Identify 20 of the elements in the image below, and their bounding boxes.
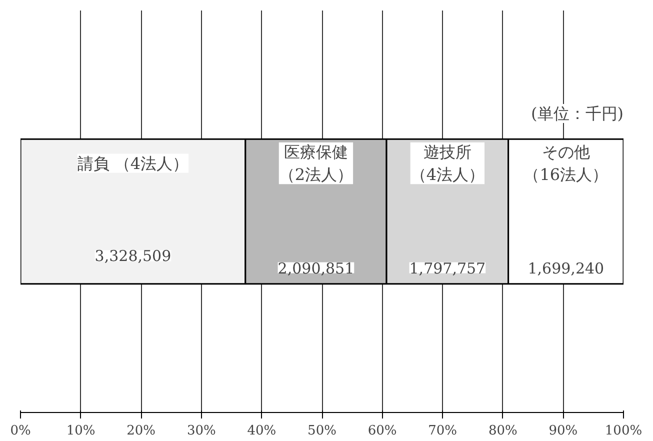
annotation: 3,328,509 bbox=[94, 247, 172, 266]
annotation: 1,797,757 bbox=[409, 259, 486, 278]
annotation: (単位：千円) bbox=[531, 104, 624, 124]
x-tick-label: 10% bbox=[66, 424, 96, 438]
x-tick-label: 70% bbox=[428, 424, 458, 438]
x-tick-label: 90% bbox=[548, 424, 578, 438]
series-label: その他（16法人） bbox=[524, 142, 608, 184]
series-label: 遊技所（4法人） bbox=[410, 142, 485, 184]
x-tick-label: 100% bbox=[604, 424, 642, 438]
x-tick-label: 0% bbox=[10, 424, 31, 438]
x-tick-label: 20% bbox=[126, 424, 156, 438]
x-tick-label: 60% bbox=[368, 424, 397, 438]
x-tick-label: 30% bbox=[186, 424, 216, 438]
x-tick-label: 40% bbox=[247, 424, 276, 438]
series-label: 請負 （4法人） bbox=[77, 154, 189, 173]
annotation: 1,699,240 bbox=[528, 259, 604, 278]
x-tick-label: 80% bbox=[488, 424, 518, 438]
series-label: 医療保健（2法人） bbox=[278, 142, 354, 184]
x-tick-label: 50% bbox=[308, 424, 336, 438]
annotation: 2,090,851 bbox=[278, 259, 354, 278]
